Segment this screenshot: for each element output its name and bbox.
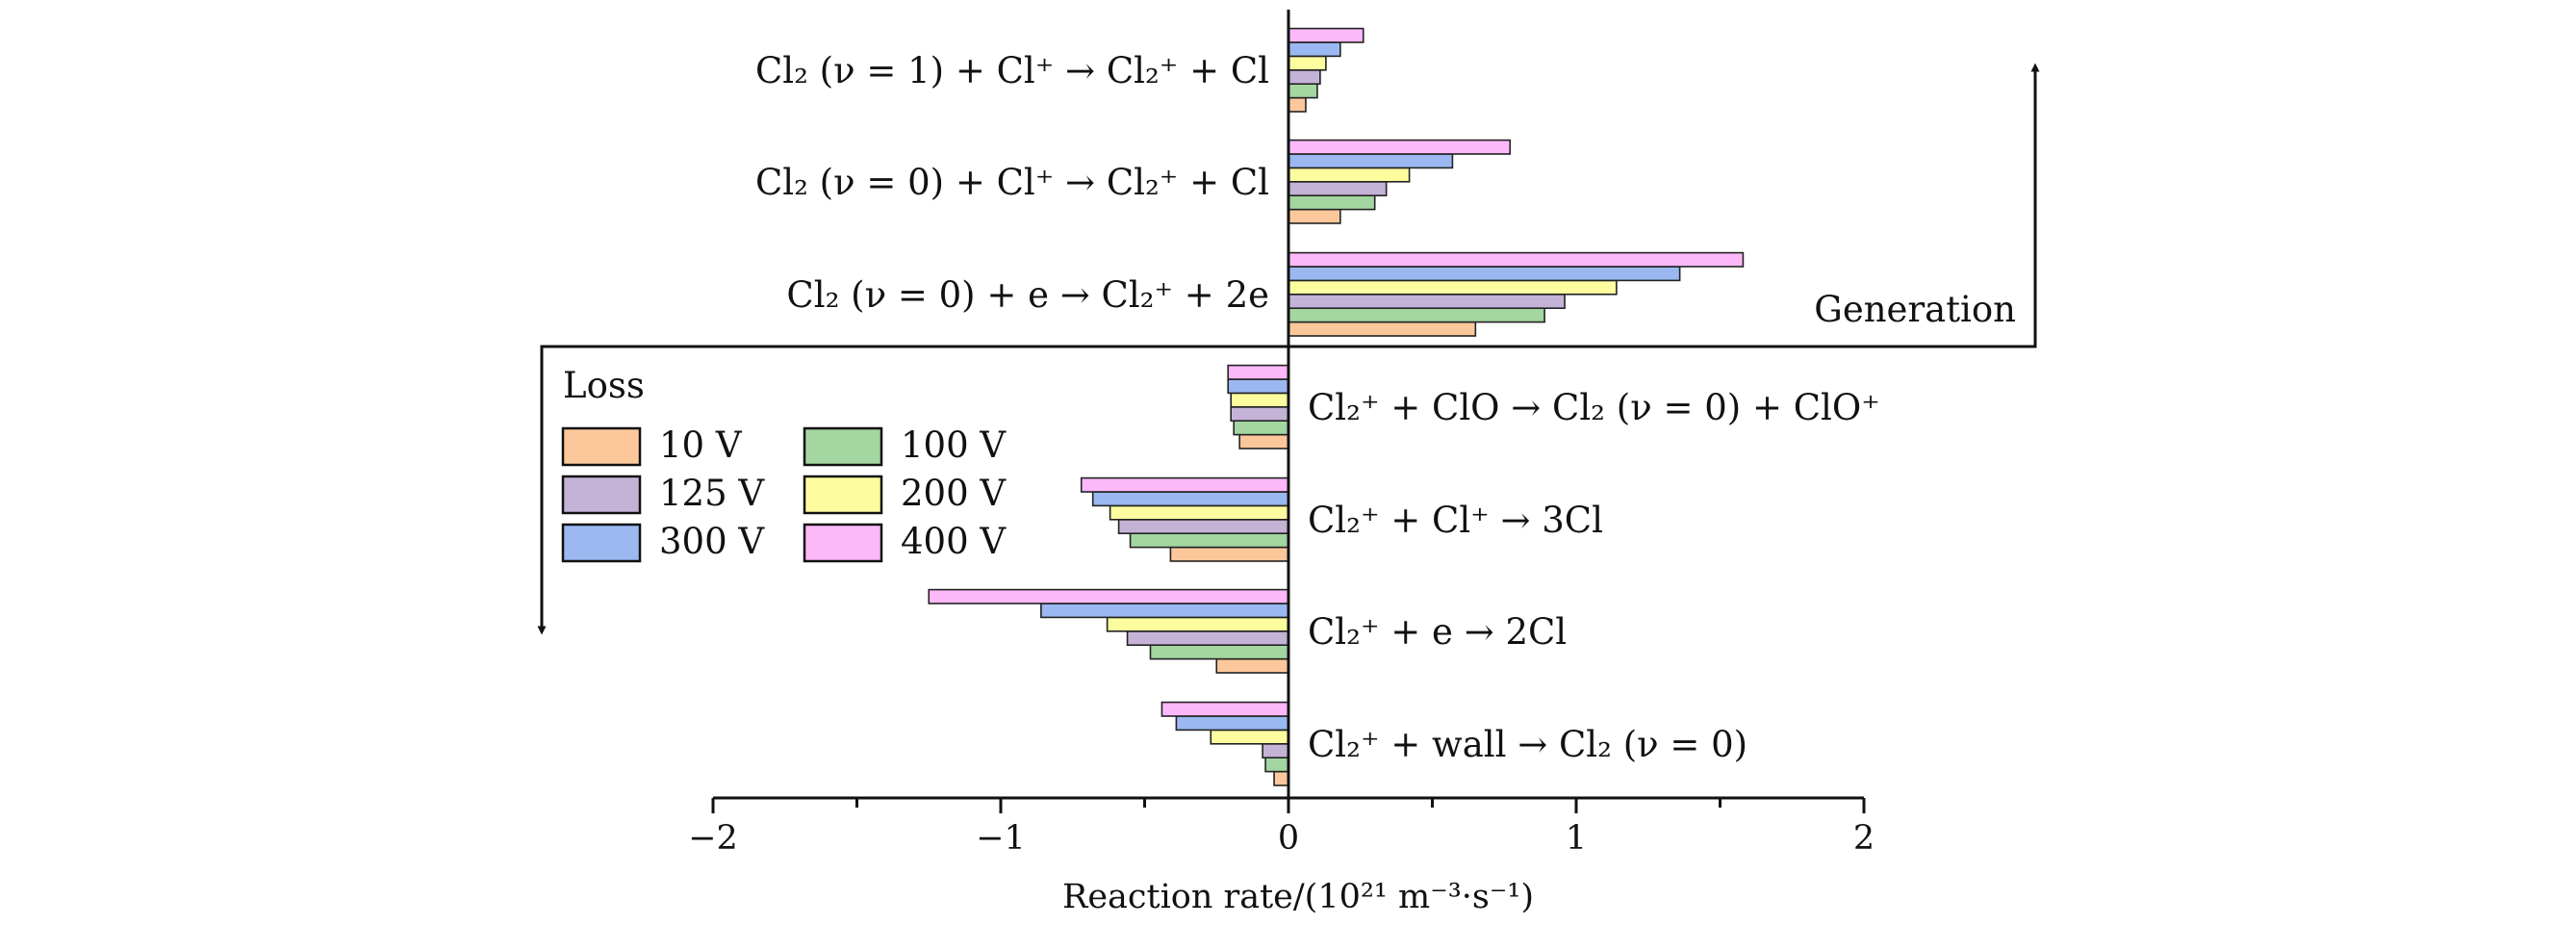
bar-0-2 bbox=[1288, 69, 1321, 86]
bar-0-3 bbox=[1288, 55, 1327, 71]
bar-1-0 bbox=[1288, 208, 1341, 224]
bar-5-1 bbox=[1149, 644, 1289, 660]
legend-label-5: 400 V bbox=[901, 521, 1007, 562]
bar-3-2 bbox=[1230, 405, 1289, 422]
reaction-label-5: Cl₂⁺ + e → 2Cl bbox=[1308, 611, 1567, 653]
bar-1-3 bbox=[1288, 167, 1411, 183]
legend-label-3: 200 V bbox=[901, 473, 1007, 514]
legend-swatch-0 bbox=[561, 426, 642, 467]
bar-6-5 bbox=[1160, 701, 1289, 717]
bar-6-4 bbox=[1175, 715, 1289, 732]
bar-1-2 bbox=[1288, 181, 1388, 197]
reaction-labels-layer: Cl₂ (ν = 1) + Cl⁺ → Cl₂⁺ + Cl Cl₂ (ν = 0)… bbox=[755, 50, 1880, 765]
bar-6-1 bbox=[1264, 757, 1289, 773]
bar-5-3 bbox=[1106, 616, 1289, 632]
bar-5-0 bbox=[1215, 657, 1289, 674]
bar-1-4 bbox=[1288, 153, 1454, 169]
reaction-label-2: Cl₂ (ν = 0) + e → Cl₂⁺ + 2e bbox=[786, 274, 1269, 316]
bar-1-5 bbox=[1288, 139, 1512, 155]
bar-6-3 bbox=[1210, 729, 1289, 745]
bar-3-4 bbox=[1227, 378, 1289, 395]
reaction-label-4: Cl₂⁺ + Cl⁺ → 3Cl bbox=[1308, 500, 1603, 541]
loss-arrow bbox=[537, 345, 1288, 635]
x-tick-label: 2 bbox=[1853, 819, 1875, 858]
legend-label-2: 125 V bbox=[659, 473, 765, 514]
legend-title: Loss bbox=[563, 365, 645, 406]
x-tick-label: 0 bbox=[1278, 819, 1299, 858]
legend-label-1: 100 V bbox=[901, 424, 1007, 466]
bar-6-0 bbox=[1273, 770, 1289, 786]
legend-swatch-4 bbox=[561, 523, 642, 563]
bar-4-4 bbox=[1091, 491, 1289, 507]
bar-2-5 bbox=[1288, 251, 1745, 268]
bar-5-2 bbox=[1126, 630, 1289, 646]
bar-0-4 bbox=[1288, 41, 1341, 58]
bar-5-4 bbox=[1040, 603, 1289, 619]
legend: Loss 10 V 100 V 125 V 200 V 300 V 400 V bbox=[561, 365, 1007, 563]
x-axis-title: Reaction rate/(10²¹ m⁻³·s⁻¹) bbox=[1062, 878, 1534, 916]
bar-6-2 bbox=[1262, 742, 1289, 758]
x-tick-label: −2 bbox=[688, 819, 738, 858]
reaction-label-3: Cl₂⁺ + ClO → Cl₂ (ν = 0) + ClO⁺ bbox=[1308, 387, 1880, 428]
bar-3-1 bbox=[1233, 420, 1289, 436]
bar-2-4 bbox=[1288, 266, 1681, 282]
bar-1-1 bbox=[1288, 194, 1376, 211]
bar-3-3 bbox=[1230, 392, 1289, 408]
bar-5-5 bbox=[928, 588, 1289, 604]
bar-2-1 bbox=[1288, 307, 1545, 323]
legend-swatch-1 bbox=[803, 426, 883, 467]
bar-2-0 bbox=[1288, 321, 1477, 337]
generation-arrow bbox=[1288, 63, 2040, 348]
bar-4-5 bbox=[1080, 476, 1289, 493]
bar-2-2 bbox=[1288, 293, 1566, 309]
legend-label-0: 10 V bbox=[659, 424, 743, 466]
legend-swatch-2 bbox=[561, 475, 642, 515]
bar-3-0 bbox=[1238, 433, 1289, 450]
bar-0-1 bbox=[1288, 83, 1318, 99]
legend-swatch-5 bbox=[803, 523, 883, 563]
legend-swatch-3 bbox=[803, 475, 883, 515]
reaction-label-6: Cl₂⁺ + wall → Cl₂ (ν = 0) bbox=[1308, 724, 1747, 765]
reaction-label-0: Cl₂ (ν = 1) + Cl⁺ → Cl₂⁺ + Cl bbox=[755, 50, 1269, 91]
bar-0-0 bbox=[1288, 96, 1307, 113]
bar-4-2 bbox=[1117, 518, 1289, 534]
bar-0-5 bbox=[1288, 27, 1365, 43]
bar-4-1 bbox=[1129, 532, 1289, 549]
x-tick-label: −1 bbox=[976, 819, 1026, 858]
x-tick-label: 1 bbox=[1566, 819, 1587, 858]
bar-2-3 bbox=[1288, 279, 1618, 295]
axes-layer: −2 −1 0 1 2 bbox=[688, 10, 1875, 858]
legend-label-4: 300 V bbox=[659, 521, 765, 562]
reaction-label-1: Cl₂ (ν = 0) + Cl⁺ → Cl₂⁺ + Cl bbox=[755, 162, 1269, 203]
bar-4-0 bbox=[1169, 546, 1289, 562]
bar-3-5 bbox=[1227, 364, 1289, 380]
bar-4-3 bbox=[1109, 504, 1289, 521]
generation-label: Generation bbox=[1814, 289, 2016, 330]
